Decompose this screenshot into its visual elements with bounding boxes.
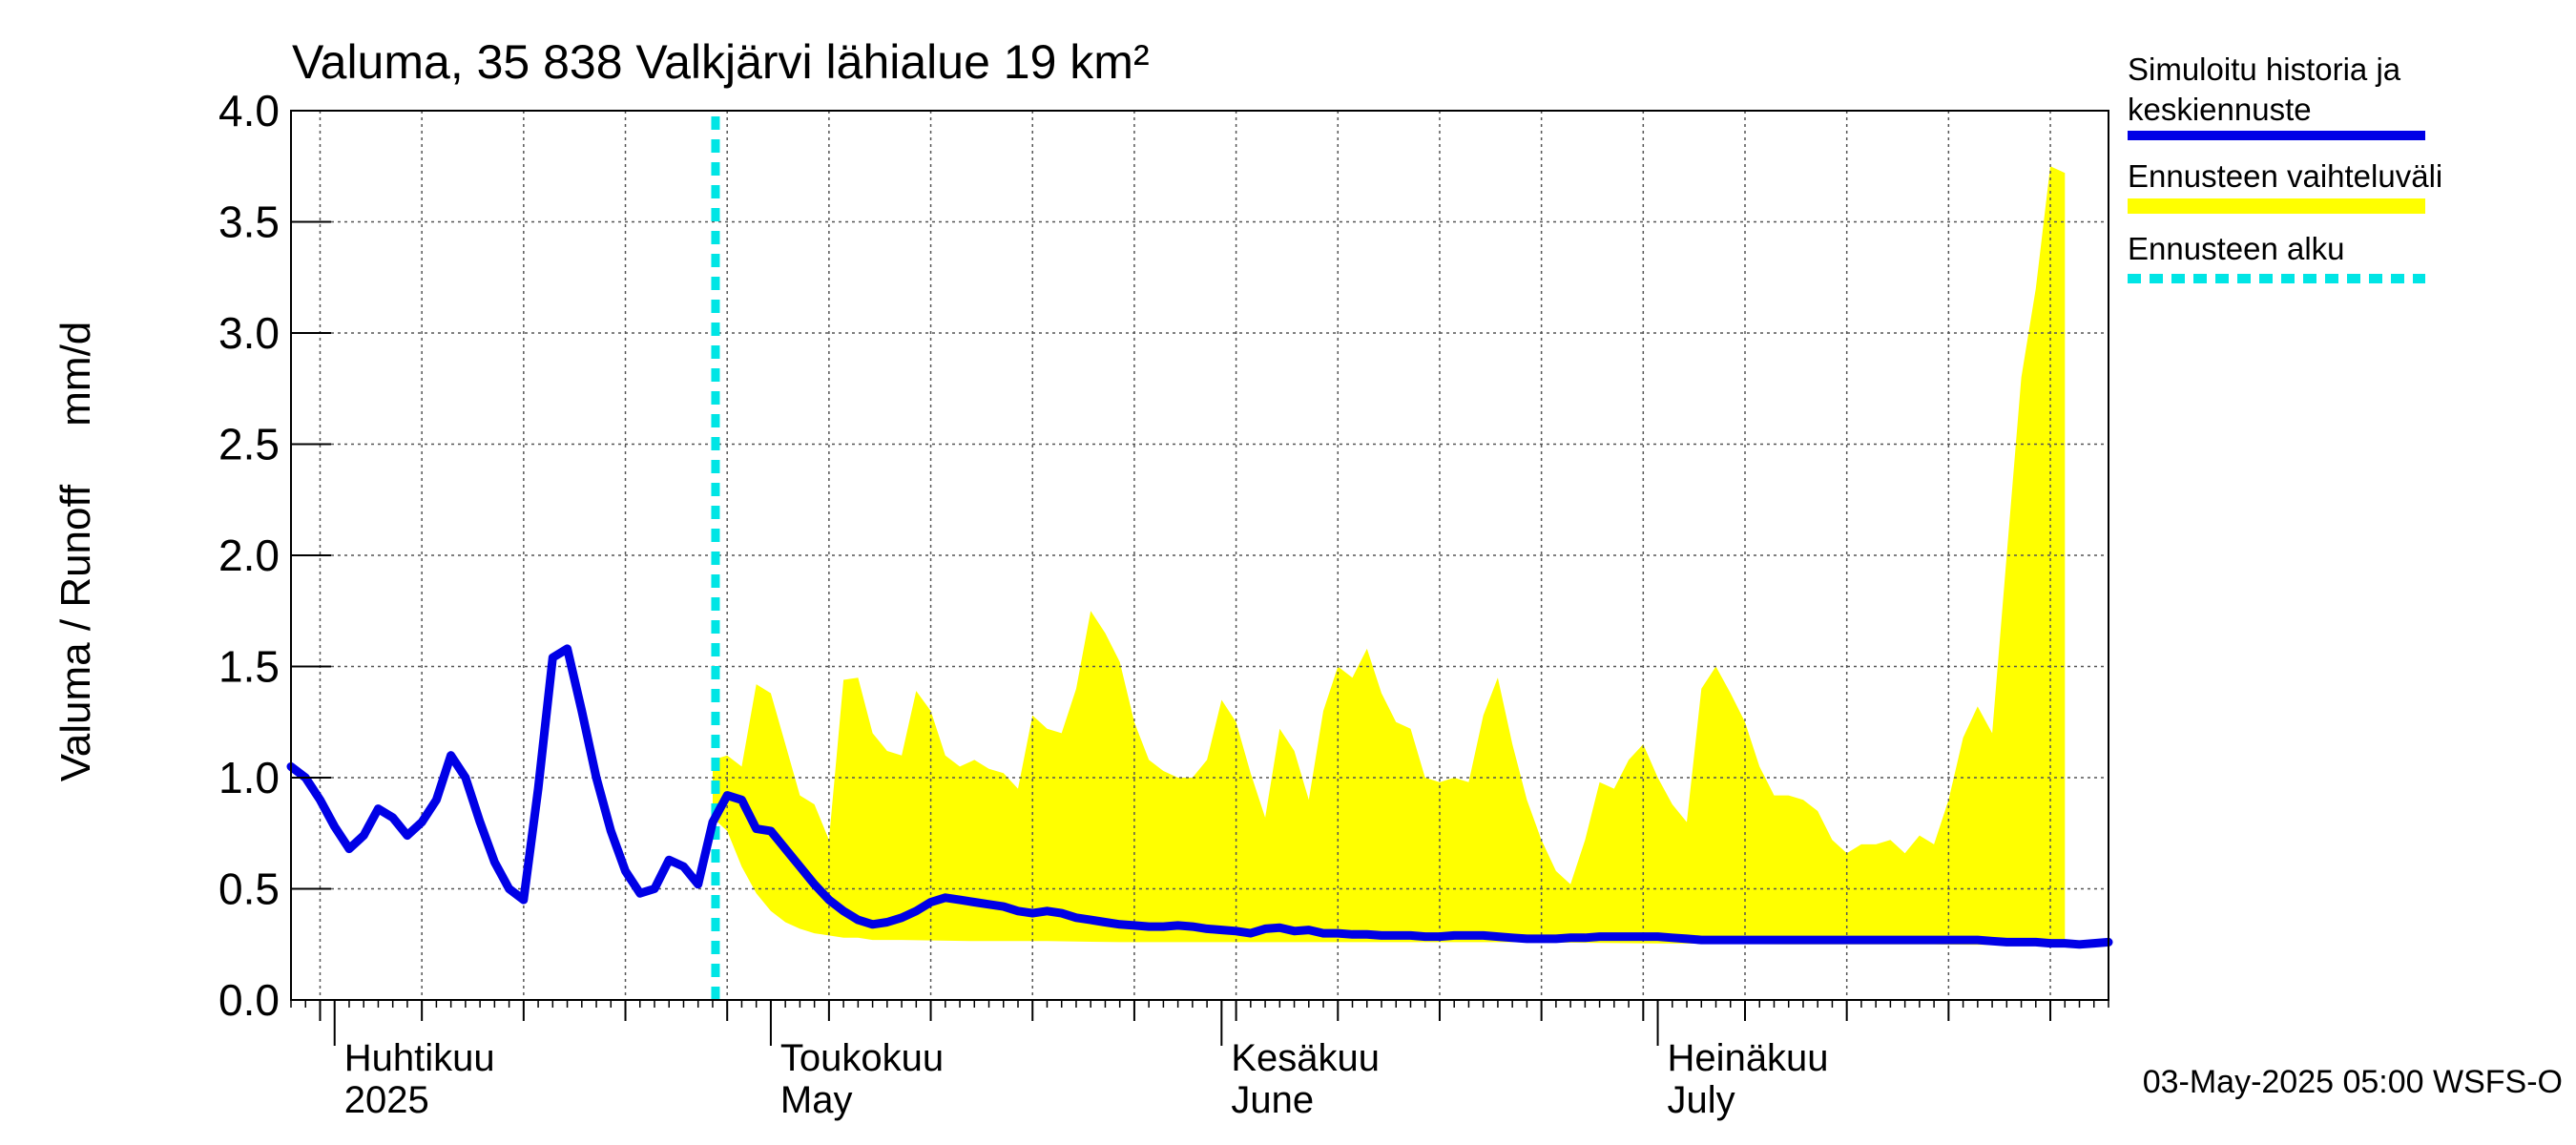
month-sublabel: June xyxy=(1231,1079,1314,1121)
month-label: Toukokuu xyxy=(780,1037,944,1079)
legend: Simuloitu historia ja keskiennuste Ennuste… xyxy=(2128,52,2442,283)
month-sublabel: May xyxy=(780,1079,853,1121)
month-sublabel: July xyxy=(1668,1079,1735,1121)
y-tick-label: 1.5 xyxy=(218,642,280,692)
y-axis: 0.0 0.5 1.0 1.5 2.0 2.5 3.0 3.5 4.0 xyxy=(218,86,331,1025)
y-tick-label: 0.5 xyxy=(218,864,280,914)
y-tick-label: 1.0 xyxy=(218,753,280,802)
legend-label: keskiennuste xyxy=(2128,92,2312,127)
y-axis-label: Valuma / Runoff mm/d xyxy=(52,322,99,782)
y-tick-label: 4.0 xyxy=(218,86,280,135)
y-tick-label: 2.0 xyxy=(218,531,280,580)
month-sublabel: 2025 xyxy=(344,1079,429,1121)
y-tick-label: 3.0 xyxy=(218,308,280,358)
y-tick-label: 2.5 xyxy=(218,420,280,469)
legend-label: Simuloitu historia ja xyxy=(2128,52,2401,87)
chart-title: Valuma, 35 838 Valkjärvi lähialue 19 km² xyxy=(292,35,1150,89)
y-tick-label: 3.5 xyxy=(218,198,280,247)
plot-area xyxy=(286,110,2113,1001)
footer-timestamp: 03-May-2025 05:00 WSFS-O xyxy=(2143,1064,2563,1100)
month-label: Heinäkuu xyxy=(1668,1037,1829,1079)
series-line-simulated xyxy=(286,644,2113,949)
legend-label: Ennusteen vaihteluväli xyxy=(2128,158,2442,194)
month-label: Kesäkuu xyxy=(1231,1037,1380,1079)
forecast-range-band xyxy=(713,166,2066,946)
legend-label: Ennusteen alku xyxy=(2128,231,2345,266)
month-label: Huhtikuu xyxy=(344,1037,495,1079)
y-tick-label: 0.0 xyxy=(218,975,280,1025)
